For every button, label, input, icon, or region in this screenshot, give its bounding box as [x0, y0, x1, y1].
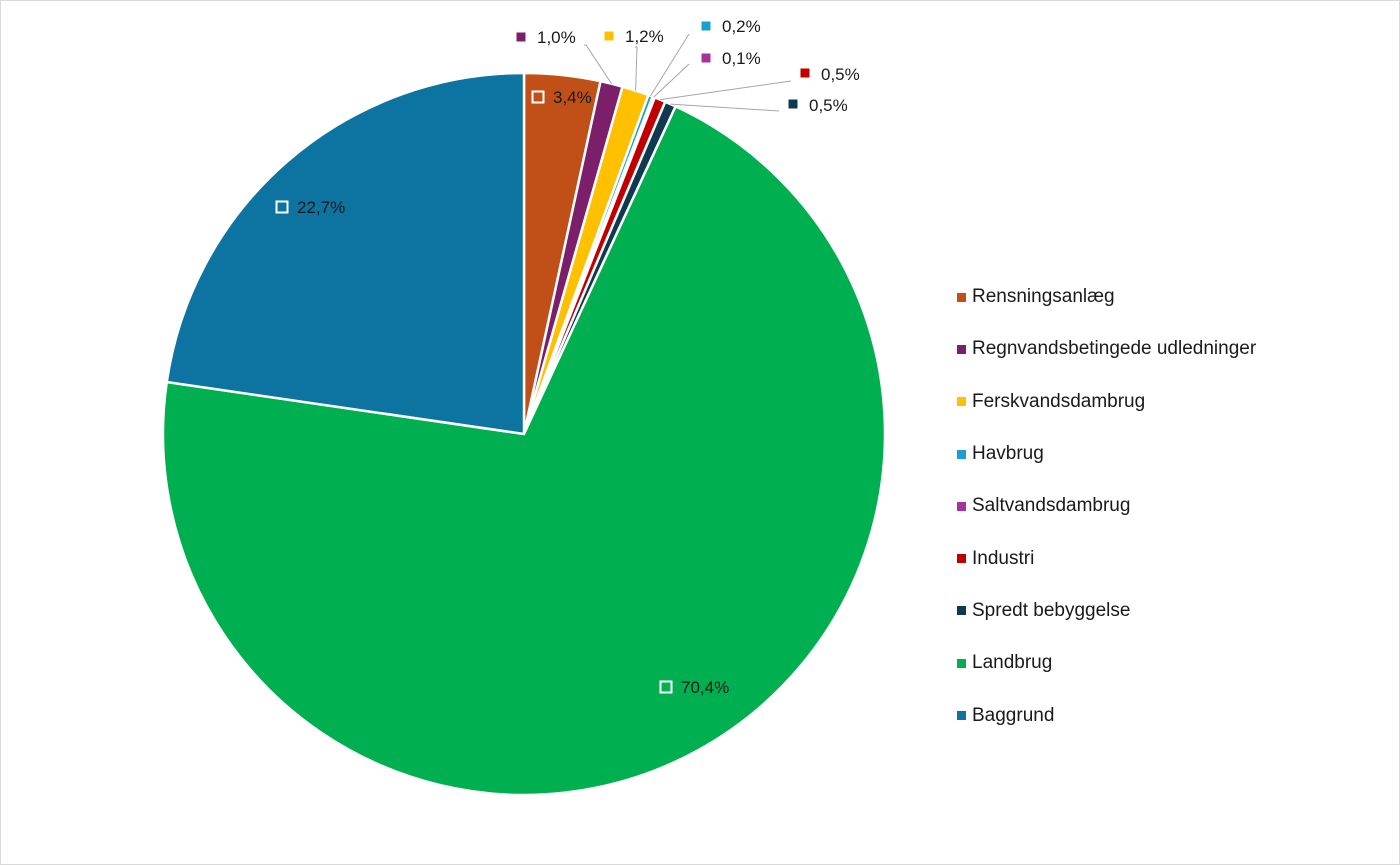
legend-item-spredt-bebyggelse: Spredt bebyggelse: [957, 585, 1377, 637]
legend-item-saltvandsdambrug: Saltvandsdambrug: [957, 480, 1377, 532]
legend-item-baggrund: Baggrund: [957, 689, 1377, 741]
leader-lines: [584, 33, 792, 112]
pie-slices: [161, 71, 887, 797]
legend-label: Landbrug: [972, 652, 1053, 674]
leader-line-havbrug: [650, 33, 690, 97]
data-label-ferskvandsdambrug: 1,2%: [625, 27, 664, 46]
legend-label: Industri: [972, 547, 1035, 569]
data-label-marker: [516, 32, 526, 42]
legend-item-landbrug: Landbrug: [957, 637, 1377, 689]
data-labels: 3,4% 1,0% 1,2% 0,2% 0,1% 0,5% 0,5% 70,4% 22,7%: [275, 17, 860, 697]
data-label-industri: 0,5%: [821, 65, 860, 84]
legend-item-havbrug: Havbrug: [957, 428, 1377, 480]
pie-slice-baggrund: [165, 71, 526, 436]
leader-line-industri: [660, 80, 792, 101]
data-label-baggrund: 22,7%: [297, 198, 345, 217]
legend-label: Ferskvandsdambrug: [972, 390, 1146, 412]
legend-swatch: [957, 449, 966, 459]
legend-label: Regnvandsbetingede udledninger: [972, 338, 1257, 360]
data-label-marker: [701, 21, 711, 31]
legend-label: Rensningsanlæg: [972, 286, 1115, 308]
leader-line-ferskvandsdambrug: [635, 46, 638, 91]
data-label-marker: [701, 53, 711, 63]
leader-line-saltvandsdambrug: [653, 63, 690, 98]
legend-item-rensningsanlaeg: Rensningsanlæg: [957, 271, 1377, 323]
legend-label: Havbrug: [972, 443, 1044, 465]
data-label-regnvandsbetingede-udledninger: 1,0%: [537, 28, 576, 47]
data-label-havbrug: 0,2%: [722, 17, 761, 36]
legend-swatch: [957, 554, 966, 564]
legend: Rensningsanlæg Regnvandsbetingede udledn…: [957, 271, 1377, 742]
data-label-landbrug: 70,4%: [681, 678, 729, 697]
data-label-spredt-bebyggelse: 0,5%: [809, 96, 848, 115]
leader-line-regnvandsbetingede-udledninger: [584, 44, 613, 85]
legend-swatch: [957, 658, 966, 668]
leader-line-spredt-bebyggelse: [670, 103, 780, 112]
legend-swatch: [957, 344, 966, 354]
legend-swatch: [957, 397, 966, 407]
legend-swatch: [957, 292, 966, 302]
data-label-rensningsanlaeg: 3,4%: [553, 88, 592, 107]
legend-item-regnvandsbetingede-udledninger: Regnvandsbetingede udledninger: [957, 323, 1377, 375]
data-label-marker: [275, 200, 289, 214]
data-label-marker: [531, 90, 545, 104]
legend-label: Saltvandsdambrug: [972, 495, 1131, 517]
legend-label: Spredt bebyggelse: [972, 599, 1131, 621]
legend-item-industri: Industri: [957, 532, 1377, 584]
data-label-saltvandsdambrug: 0,1%: [722, 49, 761, 68]
legend-item-ferskvandsdambrug: Ferskvandsdambrug: [957, 376, 1377, 428]
legend-swatch: [957, 606, 966, 616]
legend-swatch: [957, 501, 966, 511]
data-label-marker: [604, 31, 614, 41]
legend-label: Baggrund: [972, 704, 1055, 726]
data-label-marker: [788, 99, 798, 109]
legend-swatch: [957, 711, 966, 721]
data-label-marker: [659, 680, 673, 694]
data-label-marker: [800, 68, 810, 78]
pie-slice-landbrug: [161, 105, 887, 797]
